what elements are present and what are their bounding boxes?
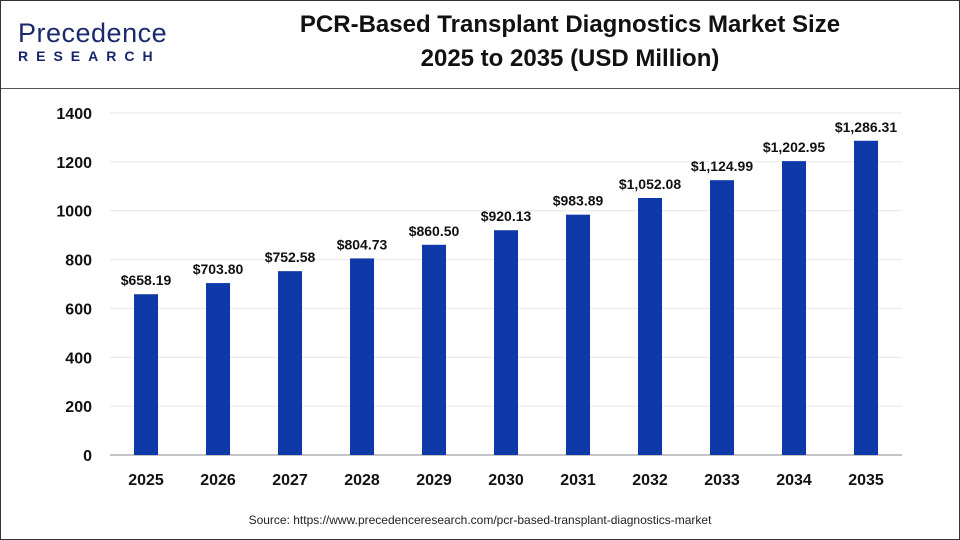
logo: Precedence RESEARCH <box>18 18 168 65</box>
logo-text-bottom: RESEARCH <box>18 48 161 64</box>
y-tick-label: 0 <box>83 448 92 465</box>
x-tick-label: 2029 <box>416 472 452 489</box>
bar <box>710 180 734 455</box>
bar <box>854 140 878 456</box>
source-note: Source: https://www.precedenceresearch.c… <box>248 513 712 527</box>
y-tick-label: 400 <box>65 350 92 367</box>
y-tick-label: 1200 <box>56 155 92 172</box>
x-tick-label: 2035 <box>848 472 884 489</box>
bar <box>350 258 374 455</box>
y-tick-label: 600 <box>65 301 92 318</box>
x-tick-label: 2027 <box>272 472 308 489</box>
y-tick-label: 200 <box>65 399 92 416</box>
data-label: $703.80 <box>193 261 244 277</box>
x-tick-label: 2034 <box>776 472 812 489</box>
x-tick-label: 2028 <box>344 472 380 489</box>
y-tick-label: 1400 <box>56 106 92 123</box>
bar <box>134 294 158 455</box>
data-label: $804.73 <box>337 236 388 252</box>
y-tick-label: 1000 <box>56 204 92 221</box>
x-tick-label: 2031 <box>560 472 596 489</box>
y-tick-label: 800 <box>65 253 92 270</box>
logo-text-top: Precedence <box>18 18 168 48</box>
data-label: $752.58 <box>265 249 316 265</box>
x-tick-label: 2030 <box>488 472 524 489</box>
chart-title: PCR-Based Transplant Diagnostics Market … <box>220 8 920 76</box>
data-label: $658.19 <box>121 272 172 288</box>
bar <box>494 230 518 455</box>
bar <box>278 271 302 455</box>
data-label: $1,286.31 <box>835 119 897 135</box>
bar <box>638 197 662 455</box>
data-label: $983.89 <box>553 193 604 209</box>
bar <box>782 161 806 455</box>
bar <box>422 244 446 455</box>
data-label: $1,202.95 <box>763 139 825 155</box>
bar <box>566 214 590 455</box>
title-line-1: PCR-Based Transplant Diagnostics Market … <box>299 11 841 38</box>
x-tick-label: 2033 <box>704 472 740 489</box>
title-line-2: 2025 to 2035 (USD Million) <box>420 45 720 72</box>
x-tick-label: 2032 <box>632 472 668 489</box>
data-label: $1,124.99 <box>691 158 753 174</box>
bar <box>206 283 230 455</box>
x-tick-label: 2025 <box>128 472 164 489</box>
header-divider <box>1 88 959 89</box>
data-label: $860.50 <box>409 223 460 239</box>
x-tick-label: 2026 <box>200 472 236 489</box>
data-label: $1,052.08 <box>619 176 681 192</box>
data-label: $920.13 <box>481 208 532 224</box>
